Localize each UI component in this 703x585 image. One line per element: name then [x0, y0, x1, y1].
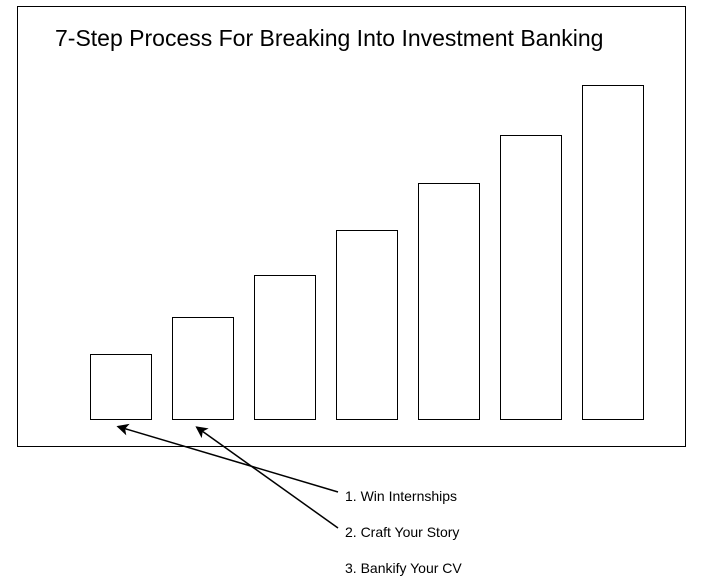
bar-5: [418, 183, 480, 420]
bar-2: [172, 317, 234, 420]
bar-1: [90, 354, 152, 420]
bar-7: [582, 85, 644, 420]
bar-3: [254, 275, 316, 420]
annotation-label-2: 2. Craft Your Story: [345, 524, 459, 540]
diagram-title: 7-Step Process For Breaking Into Investm…: [55, 25, 603, 52]
bar-6: [500, 135, 562, 420]
bar-4: [336, 230, 398, 420]
annotation-label-1: 1. Win Internships: [345, 488, 457, 504]
annotation-label-3: 3. Bankify Your CV: [345, 560, 462, 576]
